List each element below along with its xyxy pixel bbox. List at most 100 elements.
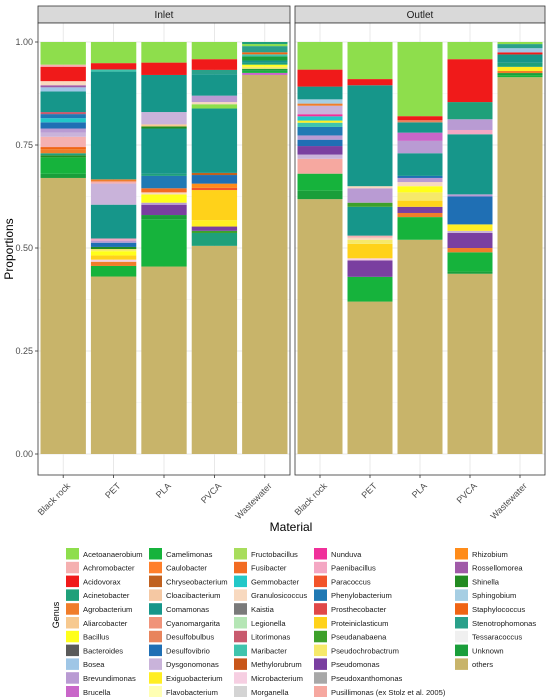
bar-segment (297, 42, 343, 70)
bar-segment (397, 217, 443, 240)
legend-swatch (66, 548, 79, 560)
bar-segment (141, 173, 187, 176)
bar-segment (397, 239, 443, 454)
bar-segment (141, 192, 187, 195)
bar-segment (191, 104, 238, 109)
bar-segment (40, 64, 86, 67)
legend-swatch (66, 603, 79, 615)
legend-swatch (234, 658, 247, 670)
bar-segment (242, 70, 288, 73)
legend-swatch (455, 589, 468, 601)
bar-segment (40, 66, 86, 82)
bar-segment (347, 85, 393, 187)
bar-segment (242, 54, 288, 57)
bar-segment (447, 196, 493, 225)
bar-segment (40, 132, 86, 137)
bar-segment (191, 175, 238, 184)
bar-segment (397, 212, 443, 218)
bar-segment (347, 202, 393, 207)
legend-swatch (314, 658, 327, 670)
bar-segment (141, 194, 187, 203)
legend-label: others (472, 660, 493, 669)
bar-segment (191, 172, 238, 176)
y-axis: 0.00 0.25 0.50 0.75 1.00 (15, 37, 38, 459)
bar-segment (497, 62, 543, 67)
bar-segment (191, 102, 238, 105)
bar-segment (397, 116, 443, 121)
bar-segment (497, 73, 543, 76)
legend-label: Cyanomargarita (166, 619, 221, 628)
legend-swatch (314, 589, 327, 601)
bar-segment (297, 116, 343, 121)
bar-segment (447, 129, 493, 135)
bar-segment (40, 177, 86, 454)
bar-segment (347, 188, 393, 203)
bar-segment (90, 240, 137, 243)
legend-label: Tessaracoccus (472, 633, 522, 642)
bar-segment (447, 273, 493, 454)
bar-segment (397, 132, 443, 141)
legend-label: Pusillimonas (ex Stolz et al. 2005) (331, 688, 446, 697)
bar-segment (40, 149, 86, 154)
bar-segment (297, 120, 343, 123)
bar-segment (447, 42, 493, 60)
outlet-strip-label: Outlet (407, 10, 434, 21)
legend-label: Rossellomorea (472, 564, 523, 573)
legend-swatch (314, 548, 327, 560)
bar-segment (297, 139, 343, 147)
bar-segment (347, 276, 393, 302)
bar-segment (297, 69, 343, 87)
bar-segment (141, 215, 187, 220)
bar-segment (497, 42, 543, 45)
bar-segment (242, 52, 288, 55)
bar-segment (497, 70, 543, 74)
legend-swatch (314, 686, 327, 697)
bar-segment (191, 42, 238, 60)
bar-segment (347, 301, 393, 454)
bar-segment (347, 42, 393, 80)
bar-segment (191, 220, 238, 227)
bar-segment (397, 186, 443, 193)
legend-label: Cloacibacterium (166, 591, 220, 600)
bar-segment (40, 118, 86, 123)
bar-segment (447, 59, 493, 103)
bar-segment (447, 230, 493, 233)
bar-segment (297, 199, 343, 454)
legend-label: Desulfovibrio (166, 646, 210, 655)
bar-segment (447, 232, 493, 248)
legend-label: Acinetobacter (83, 591, 130, 600)
bar-segment (40, 173, 86, 178)
legend-swatch (234, 575, 247, 588)
legend-swatch (234, 630, 247, 643)
bar-segment (242, 44, 288, 47)
legend-label: Bacteroides (83, 646, 123, 655)
bar-segment (397, 182, 443, 187)
bar-segment (242, 74, 288, 455)
inlet-strip-label: Inlet (155, 10, 174, 21)
bar-segment (141, 188, 187, 193)
bar-segment (397, 120, 443, 123)
legend-swatch (455, 603, 468, 615)
legend-label: Unknown (472, 646, 504, 655)
bar-segment (90, 179, 137, 182)
inlet-bars (40, 42, 288, 455)
legend-label: Paenibacillus (331, 564, 376, 573)
legend-items: Acetoanaerobium Achromobacter Acidovorax Ac… (66, 548, 536, 697)
legend-label: Caulobacter (166, 564, 207, 573)
bar-segment (40, 136, 86, 148)
bar-segment (447, 194, 493, 197)
bar-segment (191, 187, 238, 191)
legend-label: Kaistia (251, 605, 275, 614)
legend-label: Comamonas (166, 605, 209, 614)
bar-segment (242, 62, 288, 65)
legend-label: Legionella (251, 619, 286, 628)
bar-segment (90, 71, 137, 180)
y-tick-label: 1.00 (15, 37, 33, 47)
legend-label: Paracoccus (331, 577, 371, 586)
bar-segment (347, 235, 393, 238)
legend-swatch (234, 686, 247, 697)
bar-segment (90, 42, 137, 64)
legend-label: Granulosicoccus (251, 591, 307, 600)
legend-label: Phenylobacterium (331, 591, 392, 600)
legend-swatch (314, 561, 327, 574)
